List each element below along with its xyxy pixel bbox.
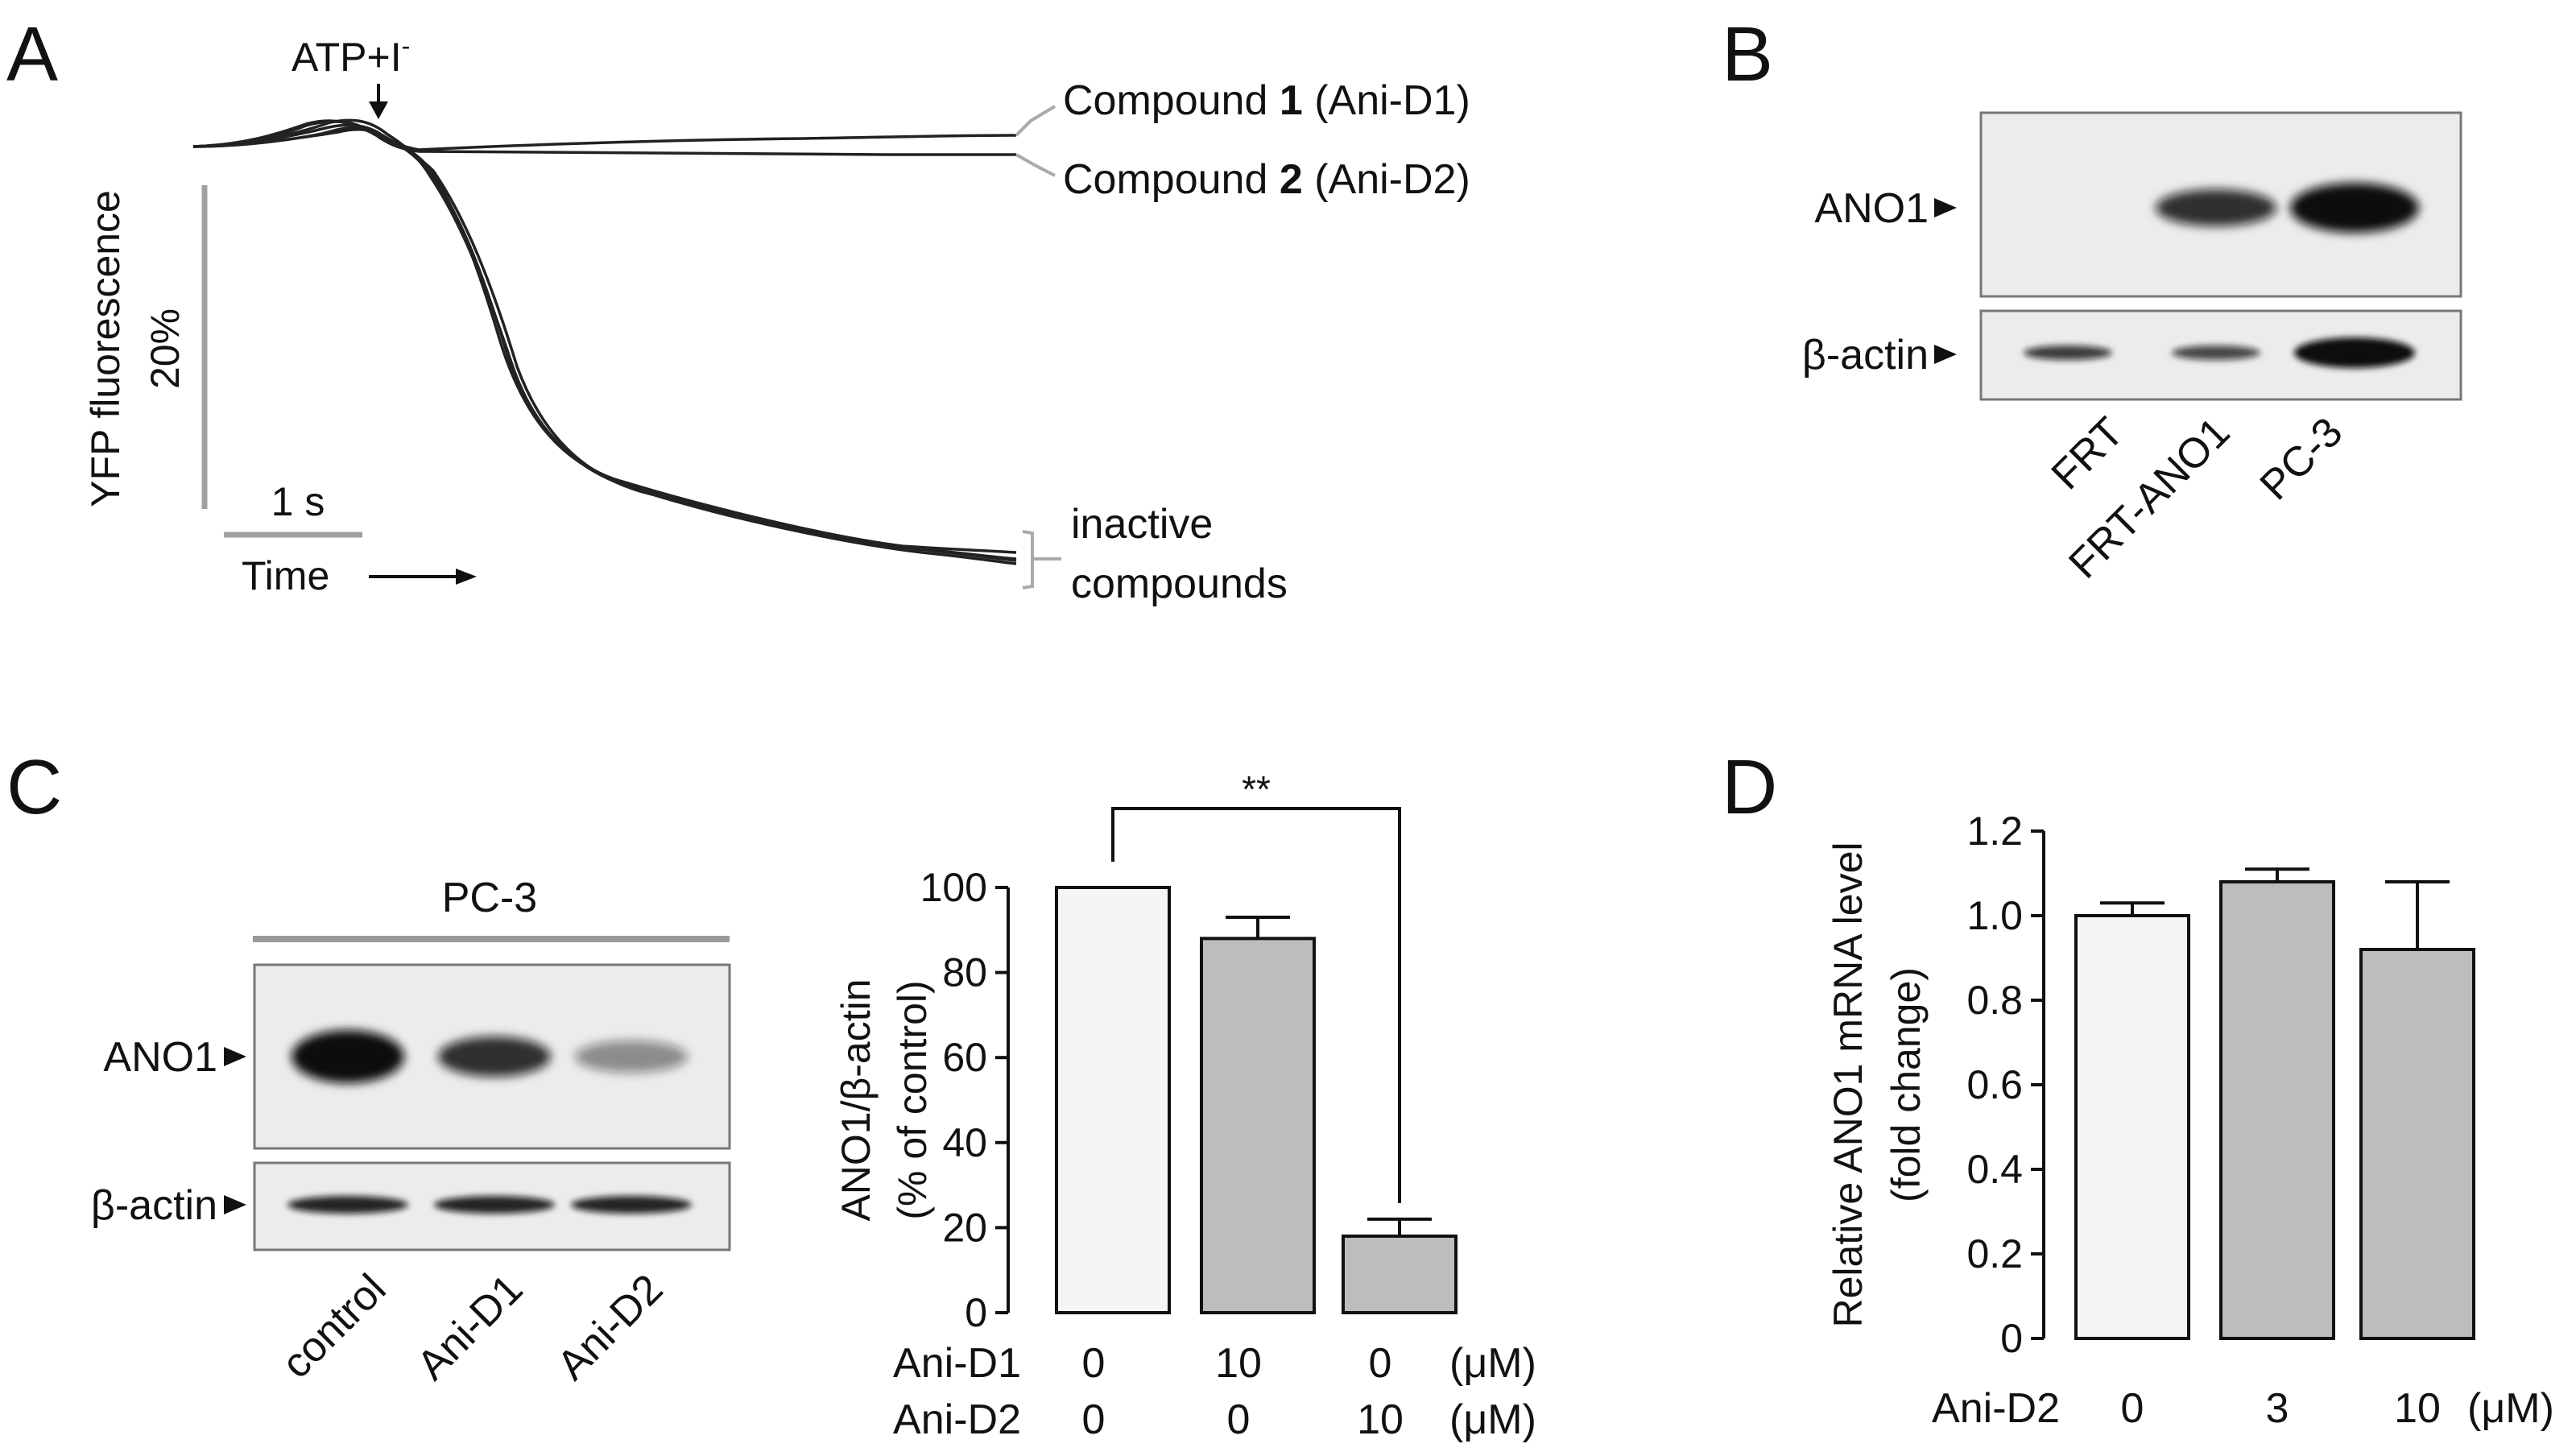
bar (2074, 914, 2190, 1340)
c-actin-band-1 (434, 1196, 555, 1214)
band-c-label-actin: β-actin (91, 1182, 217, 1229)
actin-band-0 (2024, 345, 2112, 360)
panel-a: ATP+I- Compound 1 (Ani-D1) Compound 2 (A… (83, 31, 1470, 607)
y-tick-label: 0.2 (1966, 1231, 2023, 1276)
y-tick-label: 0.8 (1966, 978, 2023, 1023)
y-axis-label: ANO1/β-actin (833, 978, 879, 1221)
treatment-unit: (μM) (1449, 1396, 1536, 1443)
time-arrow-head (456, 569, 477, 585)
significance-label: ** (1242, 768, 1271, 810)
stimulus-arrow-head (369, 101, 388, 119)
trace-active-1 (192, 119, 1017, 151)
ano1-band-2 (2290, 183, 2419, 233)
panel-label-b: B (1722, 11, 1773, 97)
treatment-label: Ani-D2 (1932, 1385, 2060, 1432)
treatment-unit: (μM) (1449, 1340, 1536, 1387)
ano1-band-1 (2156, 189, 2276, 226)
y-tick-label: 1.2 (1966, 809, 2023, 854)
lane-label: PC-3 (2251, 408, 2352, 509)
x-tick-label: 3 (2266, 1385, 2289, 1432)
c-ano1-pointer (224, 1047, 246, 1066)
lane-label: Ani-D1 (408, 1265, 531, 1388)
treatment-label: Ani-D1 (893, 1340, 1021, 1387)
c-ano1-band-1 (438, 1036, 551, 1077)
significance-bracket (1111, 807, 1401, 1203)
bar (1342, 1234, 1458, 1314)
bar (2219, 880, 2335, 1340)
inactive-label-line2: compounds (1071, 561, 1288, 607)
fluorescence-traces (192, 118, 1017, 565)
callout-compound1 (1015, 105, 1056, 137)
c-actin-band-2 (571, 1196, 692, 1214)
y-tick-label: 40 (942, 1120, 987, 1165)
actin-band-2 (2294, 337, 2415, 368)
band-c-label-ano1: ANO1 (103, 1034, 217, 1081)
panel-label-a: A (6, 11, 58, 97)
y-tick-label: 60 (942, 1035, 987, 1080)
y-axis-label-units: (% of control) (890, 980, 935, 1219)
band-label-actin: β-actin (1802, 332, 1929, 379)
panel-label-c: C (6, 744, 62, 830)
lane-label: FRT (2043, 408, 2133, 498)
c-ano1-band-0 (292, 1030, 404, 1083)
treatment-value: 10 (1357, 1396, 1404, 1443)
c-ano1-band-2 (575, 1040, 688, 1073)
lane-label: Ani-D2 (548, 1265, 672, 1388)
inactive-label-line1: inactive (1071, 501, 1213, 548)
y-tick-label: 80 (942, 950, 987, 995)
panel-label-d: D (1722, 744, 1777, 830)
treatment-label: Ani-D2 (893, 1396, 1021, 1443)
panel-c-blot: PC-3 ANO1 β-actin control Ani-D1 Ani-D2 (91, 875, 731, 1389)
y-axis-label: Relative ANO1 mRNA level (1826, 842, 1871, 1327)
x-tick-label: 10 (2394, 1385, 2441, 1432)
treatment-value: 10 (1215, 1340, 1262, 1387)
treatment-value: 0 (1082, 1396, 1106, 1443)
stimulus-label: ATP+I- (292, 31, 410, 80)
y-tick-label: 100 (920, 865, 987, 910)
x-scale-label: 1 s (271, 479, 325, 524)
compound1-label: Compound 1 (Ani-D1) (1063, 77, 1470, 124)
y-scale-label: 20% (143, 308, 188, 389)
treatment-value: 0 (1369, 1340, 1392, 1387)
c-actin-pointer (224, 1195, 246, 1214)
actin-band-1 (2172, 345, 2260, 360)
treatment-value: 0 (1082, 1340, 1106, 1387)
trace-inactive-4 (192, 127, 1017, 565)
cell-line-label: PC-3 (442, 875, 537, 921)
y-axis-label: YFP fluorescence (83, 190, 128, 507)
compound2-label: Compound 2 (Ani-D2) (1063, 156, 1470, 203)
callout-compound2 (1015, 153, 1056, 177)
y-tick-label: 1.0 (1966, 893, 2023, 938)
ano1-pointer (1934, 198, 1957, 217)
lane-label: control (273, 1265, 395, 1387)
treatment-value: 0 (1227, 1396, 1251, 1443)
y-tick-label: 0 (965, 1290, 987, 1335)
y-tick-label: 0.4 (1966, 1147, 2023, 1192)
bar (1200, 937, 1316, 1314)
y-tick-label: 0 (2000, 1316, 2023, 1361)
x-tick-label: 0 (2121, 1385, 2144, 1432)
y-tick-label: 20 (942, 1205, 987, 1250)
band-label-ano1: ANO1 (1814, 185, 1929, 232)
bar (2359, 948, 2475, 1340)
trace-inactive-3 (192, 118, 1017, 562)
y-axis-label-units: (fold change) (1883, 967, 1929, 1202)
panel-d-chart: 0 0.2 0.4 0.6 0.8 1.0 1.2 Relative ANO1 mRNA le… (1826, 809, 2554, 1432)
actin-pointer (1934, 345, 1957, 364)
x-axis-label: Time (242, 553, 329, 598)
treatment-unit: (μM) (2467, 1385, 2554, 1432)
inactive-bracket (1022, 530, 1061, 589)
y-tick-label: 0.6 (1966, 1062, 2023, 1107)
bar (1055, 886, 1171, 1314)
c-actin-band-0 (287, 1196, 408, 1214)
